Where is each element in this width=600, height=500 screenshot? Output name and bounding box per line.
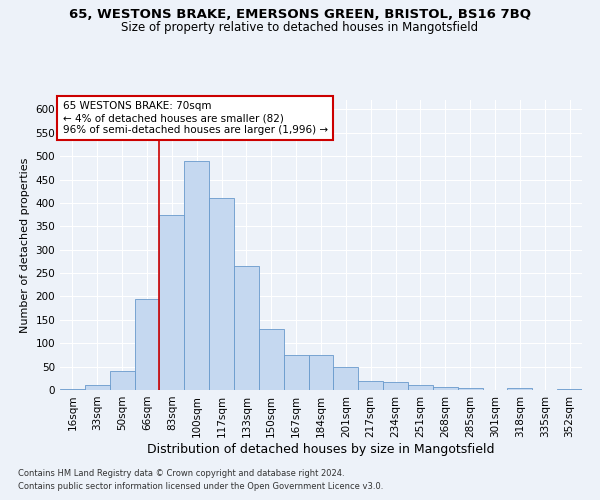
Bar [308, 356, 334, 390]
Bar [160, 214, 184, 390]
Bar [383, 382, 408, 390]
Text: 65, WESTONS BRAKE, EMERSONS GREEN, BRISTOL, BS16 7BQ: 65, WESTONS BRAKE, EMERSONS GREEN, BRIST… [69, 8, 531, 20]
Bar [259, 329, 284, 390]
Text: Contains public sector information licensed under the Open Government Licence v3: Contains public sector information licen… [18, 482, 383, 491]
Bar [458, 388, 482, 390]
Bar [334, 367, 358, 390]
Bar [60, 388, 85, 390]
Bar [134, 299, 160, 390]
Bar [508, 388, 532, 390]
Bar [433, 386, 458, 390]
Bar [408, 386, 433, 390]
Text: Contains HM Land Registry data © Crown copyright and database right 2024.: Contains HM Land Registry data © Crown c… [18, 468, 344, 477]
Bar [184, 161, 209, 390]
Bar [557, 389, 582, 390]
Text: Size of property relative to detached houses in Mangotsfield: Size of property relative to detached ho… [121, 21, 479, 34]
Bar [358, 380, 383, 390]
Text: 65 WESTONS BRAKE: 70sqm
← 4% of detached houses are smaller (82)
96% of semi-det: 65 WESTONS BRAKE: 70sqm ← 4% of detached… [62, 102, 328, 134]
Bar [85, 386, 110, 390]
Y-axis label: Number of detached properties: Number of detached properties [20, 158, 30, 332]
Bar [209, 198, 234, 390]
Text: Distribution of detached houses by size in Mangotsfield: Distribution of detached houses by size … [147, 442, 495, 456]
Bar [234, 266, 259, 390]
Bar [110, 372, 134, 390]
Bar [284, 356, 308, 390]
